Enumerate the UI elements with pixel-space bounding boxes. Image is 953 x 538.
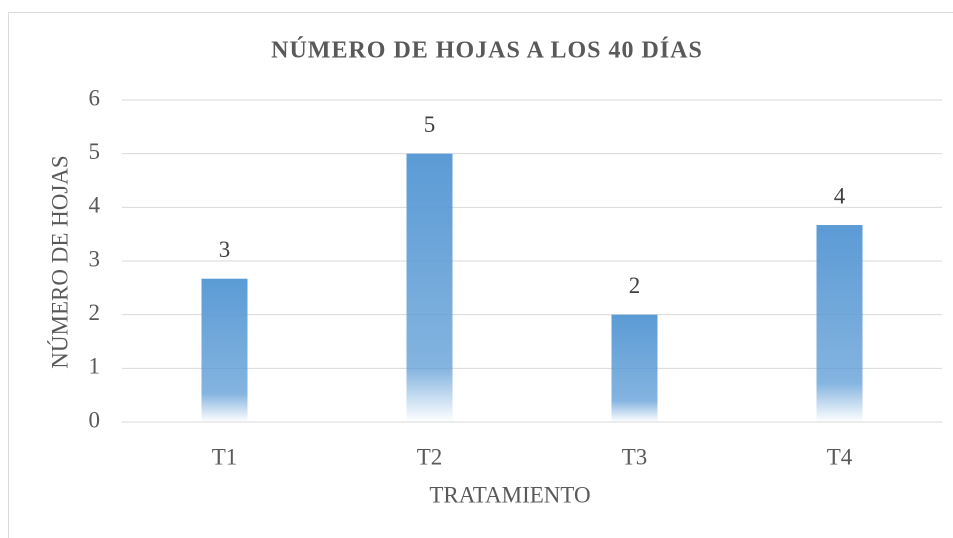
y-tick-label: 4: [89, 193, 101, 218]
bar: [816, 225, 863, 422]
bar: [406, 153, 453, 422]
chart-border: [8, 12, 953, 538]
y-tick-label: 2: [89, 300, 101, 325]
x-tick-label: T2: [417, 444, 443, 469]
x-tick-label: T1: [212, 444, 238, 469]
y-tick-label: 3: [89, 246, 101, 271]
x-tick-label: T4: [827, 444, 853, 469]
bar: [201, 278, 248, 422]
x-tick-label: T3: [622, 444, 648, 469]
y-tick-label: 1: [89, 354, 101, 379]
chart-title: NÚMERO DE HOJAS A LOS 40 DÍAS: [271, 38, 703, 64]
x-axis-label: TRATAMIENTO: [429, 482, 590, 507]
data-label: 2: [629, 273, 641, 298]
y-axis-label: NÚMERO DE HOJAS: [46, 155, 72, 368]
y-tick-label: 0: [89, 407, 101, 432]
data-label: 4: [834, 183, 846, 208]
data-label: 5: [424, 112, 436, 137]
y-tick-label: 6: [89, 85, 101, 110]
bar: [611, 314, 658, 422]
data-label: 3: [219, 237, 231, 262]
y-tick-label: 5: [89, 139, 101, 164]
